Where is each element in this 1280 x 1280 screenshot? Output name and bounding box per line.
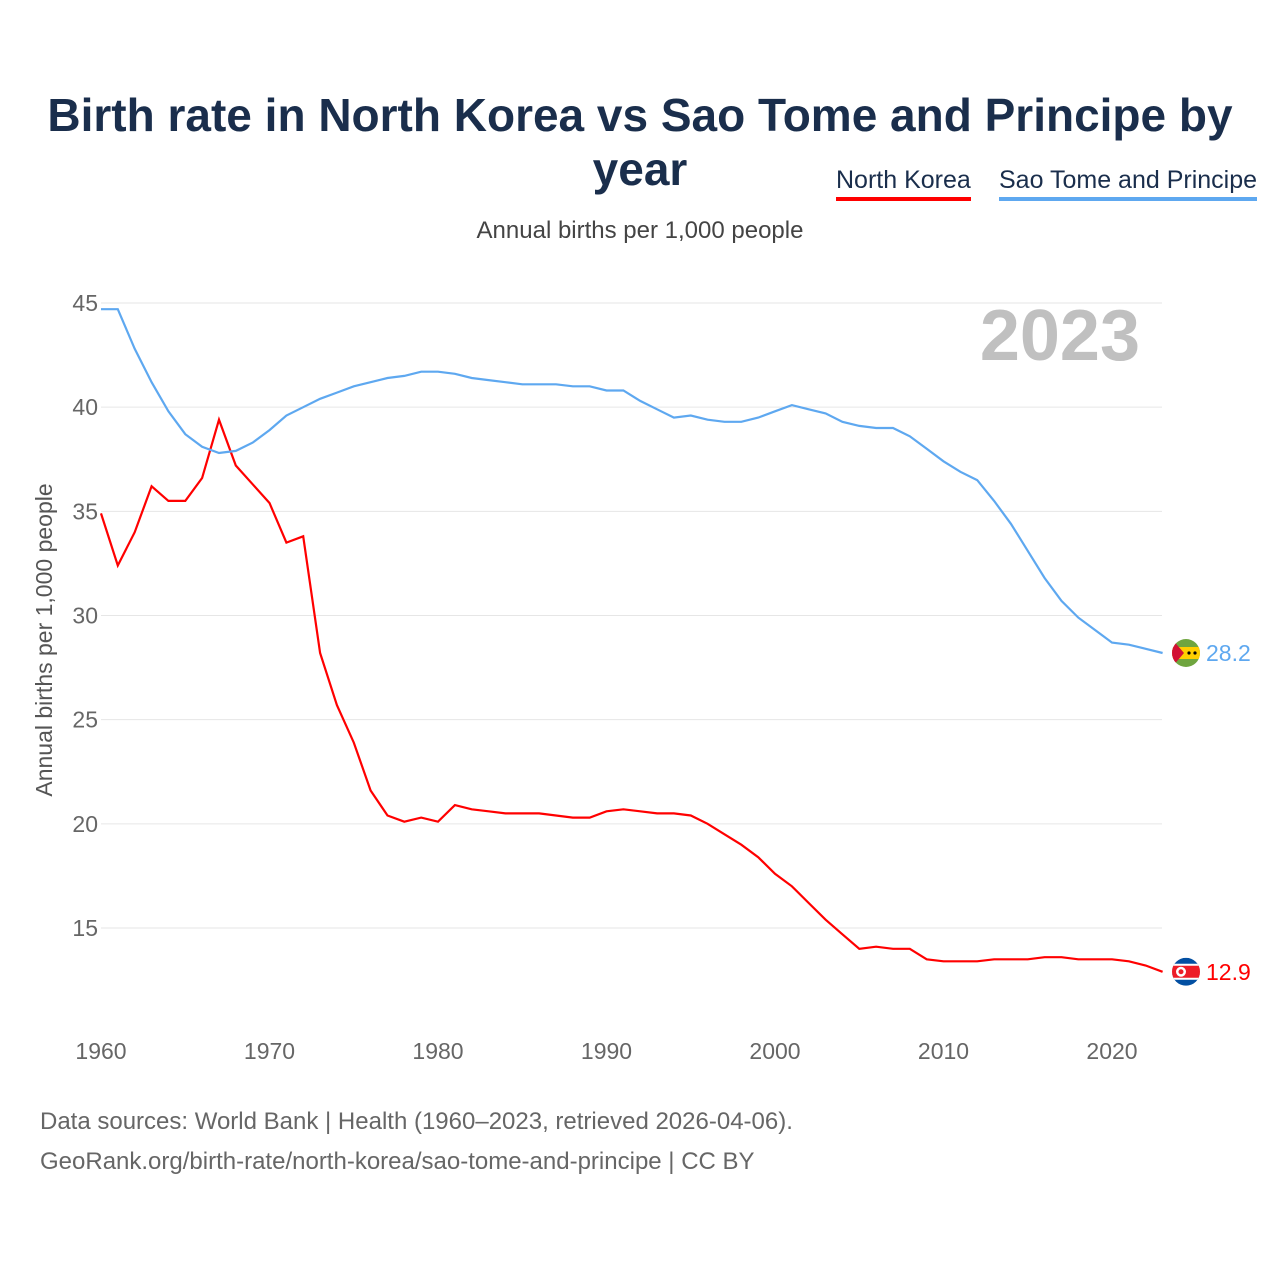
- y-tick-label: 15: [72, 915, 98, 941]
- flag-body: [1172, 639, 1200, 667]
- x-tick-label: 2010: [918, 1038, 969, 1064]
- x-tick-label: 1990: [581, 1038, 632, 1064]
- y-axis-label: Annual births per 1,000 people: [31, 483, 57, 796]
- series-line-sao-tome: [101, 308, 1163, 655]
- x-tick-label: 1980: [412, 1038, 463, 1064]
- chart-subtitle: Annual births per 1,000 people: [476, 217, 804, 244]
- legend-north-korea[interactable]: North Korea: [836, 166, 971, 201]
- y-tick-label: 20: [72, 811, 98, 837]
- y-tick-label: 40: [72, 394, 98, 420]
- flag-star: [1178, 969, 1184, 975]
- y-tick-label: 30: [72, 603, 98, 629]
- line-chart: 15 20 25 30 35 40 45 1960 1970 1980 1990 2000 2010 20…: [31, 290, 1251, 1064]
- y-tick-label: 25: [72, 707, 98, 733]
- source-line-1: Data sources: World Bank | Health (1960–…: [40, 1108, 793, 1135]
- north-korea-flag-icon: [1172, 957, 1200, 986]
- y-tick-label: 35: [72, 498, 98, 524]
- y-tick-label: 45: [72, 290, 98, 316]
- flag-body: [1172, 957, 1200, 986]
- legend-sao-tome[interactable]: Sao Tome and Principe: [999, 166, 1258, 201]
- end-value-label: 28.2: [1206, 640, 1251, 666]
- source-line-2[interactable]: GeoRank.org/birth-rate/north-korea/sao-t…: [40, 1148, 755, 1175]
- x-tick-label: 2000: [749, 1038, 800, 1064]
- x-tick-label: 1970: [244, 1038, 295, 1064]
- chart-title: Birth rate in North Korea vs Sao Tome an…: [47, 89, 1233, 195]
- series-line-north-korea: [99, 416, 1163, 973]
- flag-star: [1193, 651, 1197, 655]
- sao-tome-flag-icon: [1172, 639, 1200, 667]
- end-value-label: 12.9: [1206, 959, 1251, 985]
- flag-star: [1187, 651, 1191, 655]
- year-watermark: 2023: [980, 296, 1140, 376]
- x-tick-label: 2020: [1086, 1038, 1137, 1064]
- flag-triangle: [1172, 639, 1184, 667]
- x-tick-label: 1960: [75, 1038, 126, 1064]
